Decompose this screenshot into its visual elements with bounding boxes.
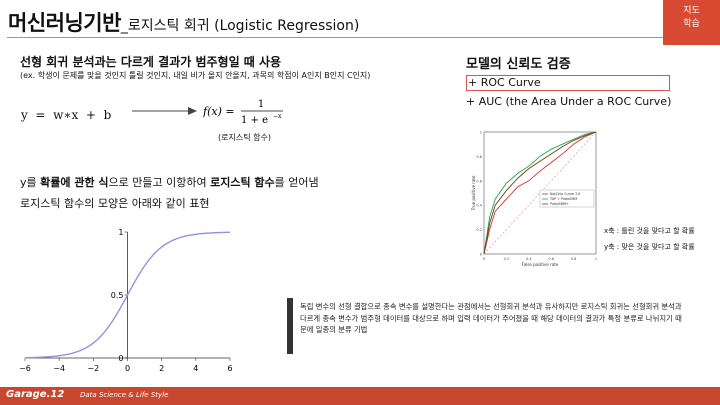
roc-y-tick-label: 0.6 xyxy=(476,179,482,183)
y-tick-label: 1 xyxy=(118,228,123,237)
x-tick-label: 2 xyxy=(159,364,164,373)
roc-chart: 0 0.2 0.4 0.6 0.8 1 0 0.2 0.4 0.6 0.8 1 False positi… xyxy=(471,131,597,268)
y-tick-label: 0.5 xyxy=(111,291,124,300)
roc-x-axis-label: False positive rate xyxy=(522,262,559,267)
footer-bar xyxy=(0,387,720,405)
x-axis-note: x축 : 틀린 것을 맞다고 할 확률 xyxy=(604,227,695,235)
category-line-1: 지도 xyxy=(683,6,700,16)
example-text: (ex. 학생이 문제를 맞을 것인지 틀릴 것인지, 내일 비가 올지 안올지… xyxy=(20,71,371,80)
formula-denominator: 1 + e xyxy=(241,115,268,126)
roc-y-tick-label: 0 xyxy=(480,253,482,257)
formula-exponent: −x xyxy=(273,113,282,120)
roc-x-tick-label: 0 xyxy=(483,257,485,261)
roc-x-tick-label: 0.8 xyxy=(571,257,577,261)
roc-y-tick-label: 1 xyxy=(480,131,482,135)
formula-lhs: f(x) = xyxy=(203,105,235,118)
roc-legend xyxy=(539,189,595,208)
formula-numerator: 1 xyxy=(258,99,264,110)
roc-x-tick-label: 0.4 xyxy=(526,257,532,261)
desc1-bold2: 로지스틱 함수 xyxy=(210,176,275,189)
title-main-text: 머신러닝기반 xyxy=(8,11,121,35)
roc-x-tick-label: 1 xyxy=(595,257,597,261)
arrow-icon xyxy=(132,107,197,115)
desc1-part3: 를 얻어냄 xyxy=(274,176,319,189)
roc-y-axis-label: True positive rate xyxy=(471,175,476,211)
roc-x-tick-label: 0.6 xyxy=(548,257,554,261)
roc-x-tick-label: 0.2 xyxy=(504,257,510,261)
explanation-note: 독립 변수의 선형 결합으로 종속 변수를 설명한다는 관점에서는 선형회귀 분… xyxy=(287,298,685,354)
description-2: 로지스틱 함수의 모양은 아래와 같이 표현 xyxy=(20,197,210,210)
auc-item: + AUC (the Area Under a ROC Curve) xyxy=(466,95,672,108)
sigmoid-chart: −6 −4 −2 0 2 4 6 0 0.5 1 xyxy=(19,228,232,373)
title-subtitle: _로지스틱 회귀 (Logistic Regression) xyxy=(120,18,360,34)
roc-legend-label: ProtoSMM+ xyxy=(550,202,569,206)
formula-caption: (로지스틱 함수) xyxy=(218,133,271,142)
desc1-part2: 으로 만들고 이항하여 xyxy=(108,176,211,189)
roc-y-tick-label: 0.4 xyxy=(476,204,482,208)
category-corner xyxy=(663,0,720,45)
desc1-part1: y를 xyxy=(20,176,41,189)
x-tick-label: 4 xyxy=(193,364,198,373)
sigmoid-curve xyxy=(24,231,231,359)
category-line-2: 학습 xyxy=(683,19,700,29)
roc-curve xyxy=(483,131,597,255)
desc1-bold1: 확률에 관한 식 xyxy=(40,176,109,189)
roc-curve-item: + ROC Curve xyxy=(466,75,670,91)
x-tick-label: −2 xyxy=(87,364,99,373)
y-axis-note: y축 : 맞은 것을 맞다고 할 확률 xyxy=(604,243,695,251)
roc-section-title: 모델의 신뢰도 검증 xyxy=(466,57,571,72)
x-tick-label: −6 xyxy=(19,364,31,373)
section-heading: 선형 회귀 분석과는 다르게 결과가 범주형일 때 사용 xyxy=(20,55,282,69)
page-title: 머신러닝기반_로지스틱 회귀 (Logistic Regression) xyxy=(8,7,359,37)
linear-equation: y = w∗x + b xyxy=(21,108,112,122)
category-label: 지도 학습 xyxy=(663,5,720,31)
description-1: y를 확률에 관한 식으로 만들고 이항하여 로지스틱 함수를 얻어냄 xyxy=(20,174,319,190)
footer-tagline: Data Science & Life Style xyxy=(80,391,169,399)
roc-curve xyxy=(483,131,597,255)
x-tick-label: −4 xyxy=(53,364,65,373)
roc-curve xyxy=(483,131,597,255)
title-divider xyxy=(7,37,663,38)
y-tick-label: 0 xyxy=(118,354,123,363)
footer-brand: Garage.12 xyxy=(6,389,65,400)
roc-legend-label: TAP + ProtoSMM xyxy=(549,197,577,201)
roc-y-tick-label: 0.8 xyxy=(476,155,482,159)
roc-legend-label: NotChip Curve 3.0 xyxy=(550,192,580,196)
x-tick-label: 0 xyxy=(125,364,130,373)
logistic-formula: f(x) = 1 1 + e −x xyxy=(203,99,283,126)
x-tick-label: 6 xyxy=(227,364,232,373)
roc-y-tick-label: 0.2 xyxy=(476,228,482,232)
